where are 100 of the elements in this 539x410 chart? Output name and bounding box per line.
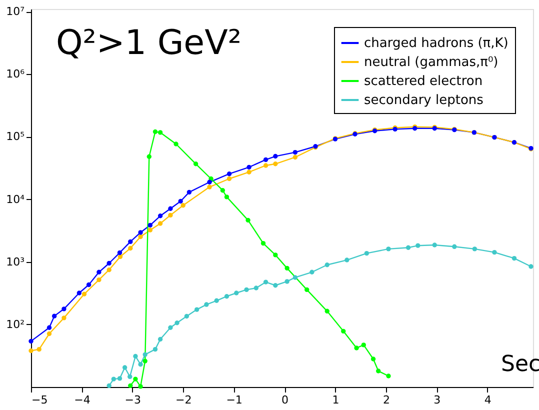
point bbox=[158, 336, 163, 342]
point bbox=[361, 342, 366, 348]
point bbox=[52, 314, 57, 318]
x-tick-label: −1 bbox=[226, 394, 242, 406]
point bbox=[133, 354, 138, 359]
point bbox=[260, 240, 266, 246]
y-tick-label: 10² bbox=[6, 318, 24, 331]
point bbox=[138, 234, 143, 240]
point bbox=[36, 346, 42, 352]
point bbox=[310, 270, 314, 274]
point bbox=[76, 290, 82, 296]
point bbox=[273, 283, 278, 288]
point bbox=[86, 282, 92, 288]
point bbox=[186, 190, 192, 195]
point bbox=[273, 162, 278, 166]
point bbox=[224, 194, 230, 200]
point bbox=[292, 150, 298, 155]
legend-label: secondary leptons bbox=[364, 93, 484, 108]
legend-label: neutral (gammas,π⁰) bbox=[364, 55, 498, 70]
point bbox=[138, 362, 143, 367]
x-tick-label: −2 bbox=[176, 394, 192, 406]
point bbox=[111, 376, 116, 382]
point bbox=[128, 239, 133, 244]
point bbox=[152, 129, 158, 134]
point bbox=[96, 270, 102, 274]
point bbox=[354, 346, 359, 350]
point bbox=[62, 316, 66, 320]
point bbox=[376, 368, 381, 374]
point bbox=[178, 198, 183, 204]
point bbox=[194, 307, 200, 312]
y-tick-label: 10⁴ bbox=[6, 192, 26, 206]
point bbox=[117, 376, 122, 381]
point bbox=[193, 162, 198, 166]
y-tick-label: 10⁷ bbox=[6, 5, 24, 18]
point bbox=[168, 206, 173, 211]
point bbox=[292, 154, 298, 160]
point bbox=[244, 287, 249, 292]
point bbox=[341, 328, 346, 334]
point bbox=[46, 325, 52, 330]
legend-label: charged hadrons (π,K) bbox=[364, 36, 508, 51]
x-tick-label: 1 bbox=[332, 394, 340, 406]
point bbox=[174, 142, 178, 146]
point bbox=[226, 172, 232, 176]
point bbox=[263, 163, 268, 168]
point bbox=[133, 376, 138, 382]
x-tick-label: 3 bbox=[434, 394, 441, 406]
point bbox=[472, 246, 478, 252]
point bbox=[28, 348, 34, 354]
point bbox=[284, 279, 290, 284]
point bbox=[128, 246, 133, 251]
point bbox=[148, 222, 153, 228]
x-tick-label: −5 bbox=[32, 394, 48, 406]
point bbox=[106, 268, 112, 272]
point bbox=[180, 203, 186, 208]
point bbox=[122, 365, 128, 370]
point bbox=[416, 243, 420, 248]
point bbox=[292, 275, 298, 280]
point bbox=[28, 338, 34, 344]
x-tick-label: 4 bbox=[484, 394, 492, 406]
point bbox=[452, 244, 457, 249]
annotation: Q²>1 GeV² bbox=[56, 23, 242, 63]
point bbox=[148, 228, 153, 232]
point bbox=[62, 306, 66, 312]
point bbox=[512, 256, 517, 261]
point bbox=[246, 218, 250, 222]
point bbox=[246, 164, 252, 170]
x-tick-label: −4 bbox=[74, 394, 90, 406]
point bbox=[406, 245, 411, 250]
point bbox=[207, 180, 212, 184]
point bbox=[226, 176, 232, 182]
point bbox=[158, 130, 163, 135]
point bbox=[138, 384, 143, 389]
point bbox=[214, 298, 219, 303]
y-tick-label: 10⁵ bbox=[6, 130, 24, 144]
point bbox=[146, 154, 152, 159]
point bbox=[386, 374, 391, 378]
point bbox=[158, 221, 163, 226]
legend-label: scattered electron bbox=[364, 74, 483, 89]
x-tick-label: 2 bbox=[382, 394, 390, 406]
point bbox=[528, 264, 534, 269]
point bbox=[263, 157, 268, 162]
point bbox=[304, 287, 310, 292]
point bbox=[142, 358, 148, 364]
annotation: Sec bbox=[501, 352, 539, 377]
point bbox=[128, 383, 133, 388]
point bbox=[220, 188, 226, 193]
point bbox=[386, 246, 391, 252]
point bbox=[96, 277, 102, 282]
point bbox=[234, 290, 239, 296]
point bbox=[184, 314, 190, 319]
point bbox=[117, 250, 122, 256]
point bbox=[324, 308, 330, 314]
point bbox=[344, 258, 350, 262]
x-tick-label: −3 bbox=[124, 394, 142, 406]
point bbox=[82, 292, 87, 296]
point bbox=[492, 250, 497, 255]
point bbox=[46, 331, 52, 336]
point bbox=[142, 352, 148, 357]
point bbox=[128, 374, 132, 380]
point bbox=[273, 252, 278, 258]
